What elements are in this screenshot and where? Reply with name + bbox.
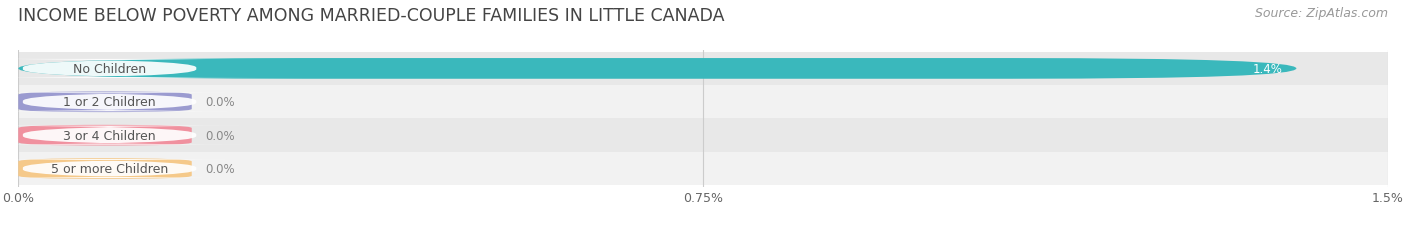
FancyBboxPatch shape (18, 92, 191, 113)
Bar (18, 52, 1388, 86)
Text: 1 or 2 Children: 1 or 2 Children (63, 96, 156, 109)
Text: INCOME BELOW POVERTY AMONG MARRIED-COUPLE FAMILIES IN LITTLE CANADA: INCOME BELOW POVERTY AMONG MARRIED-COUPL… (18, 7, 724, 25)
Text: 1.4%: 1.4% (1253, 63, 1282, 76)
FancyBboxPatch shape (0, 126, 260, 145)
Bar (18, 86, 1388, 119)
Text: 0.0%: 0.0% (205, 129, 235, 142)
Text: 0.0%: 0.0% (205, 162, 235, 175)
Text: 0.0%: 0.0% (205, 96, 235, 109)
FancyBboxPatch shape (0, 93, 260, 112)
FancyBboxPatch shape (18, 59, 1296, 79)
FancyBboxPatch shape (0, 60, 260, 79)
Text: 3 or 4 Children: 3 or 4 Children (63, 129, 156, 142)
FancyBboxPatch shape (0, 159, 260, 178)
Text: Source: ZipAtlas.com: Source: ZipAtlas.com (1254, 7, 1388, 20)
FancyBboxPatch shape (18, 125, 191, 146)
Bar (18, 152, 1388, 185)
FancyBboxPatch shape (18, 158, 191, 179)
Text: 5 or more Children: 5 or more Children (51, 162, 169, 175)
Text: No Children: No Children (73, 63, 146, 76)
Bar (18, 119, 1388, 152)
